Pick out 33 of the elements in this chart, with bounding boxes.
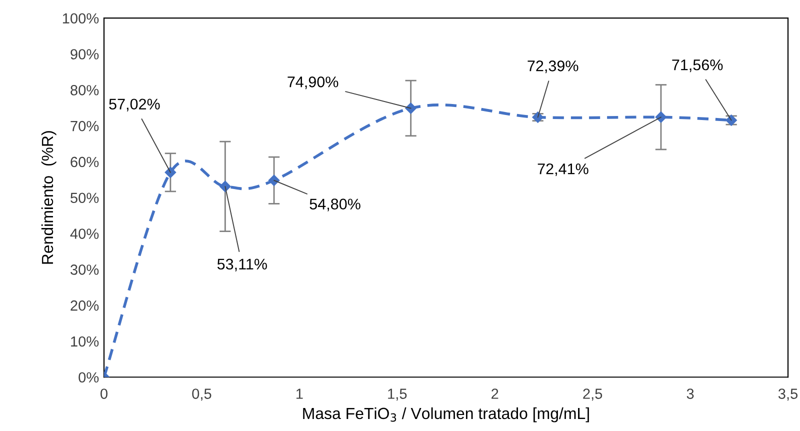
- y-tick-label: 0%: [78, 372, 99, 383]
- data-label: 53,11%: [217, 258, 267, 272]
- data-label: 74,90%: [288, 76, 338, 90]
- y-tick-label: 10%: [71, 336, 99, 347]
- data-label: 72,39%: [528, 60, 578, 74]
- x-tick-label: 1: [296, 388, 303, 399]
- y-tick-label: 40%: [70, 228, 99, 239]
- y-tick-label: 60%: [70, 156, 99, 168]
- point: [164, 166, 176, 178]
- x-tick-label: 2,5: [583, 388, 602, 401]
- point: [655, 112, 667, 123]
- point: [268, 174, 280, 186]
- y-tick-label: 20%: [70, 300, 99, 311]
- y-tick-label: 50%: [70, 192, 99, 204]
- data-label: 54,80%: [310, 198, 360, 212]
- point: [405, 102, 416, 114]
- y-axis-title: Rendimiento (%R): [41, 131, 56, 264]
- x-tick-label: 1,5: [388, 388, 407, 401]
- y-tick-label: 100%: [62, 13, 99, 24]
- x-tick-label: 3,5: [778, 388, 798, 401]
- data-label: 72,41%: [538, 163, 588, 176]
- x-tick-label: 2: [492, 388, 498, 399]
- data-label: 57,02%: [109, 98, 160, 112]
- x-tick-label: 3: [686, 388, 694, 399]
- y-tick-label: 80%: [70, 85, 99, 96]
- x-tick-label: 0,5: [192, 388, 212, 401]
- x-axis-title: Masa FeTiO$_{3}$ / Volumen tratado [mg/mL]: [303, 407, 589, 422]
- x-tick-label: 0: [100, 388, 108, 399]
- point: [220, 180, 231, 192]
- y-tick-label: 30%: [70, 264, 99, 275]
- y-tick-label: 90%: [70, 49, 99, 60]
- data-label: 71,56%: [672, 59, 723, 72]
- y-tick-label: 70%: [70, 120, 99, 132]
